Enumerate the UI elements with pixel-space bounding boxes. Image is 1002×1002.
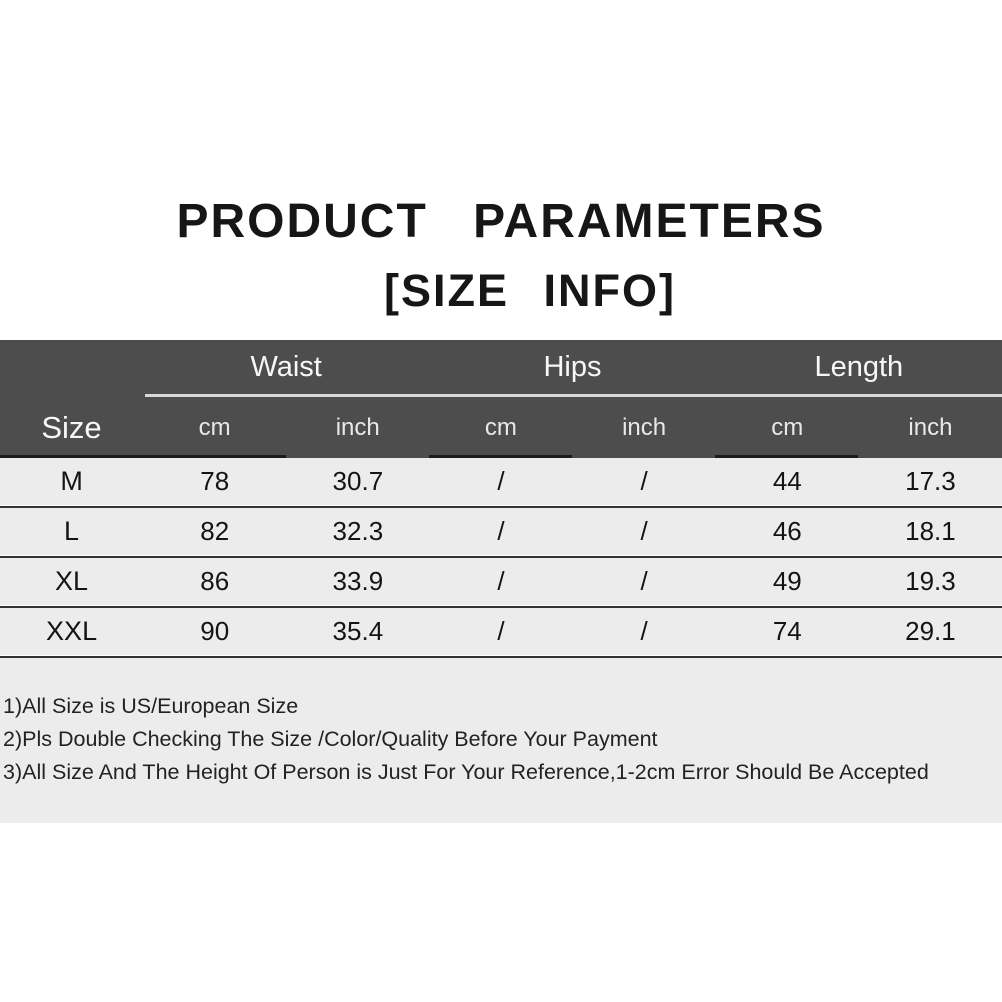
title-line-product-parameters: PRODUCT PARAMETERS <box>176 195 826 248</box>
cell-size: M <box>60 466 83 496</box>
subheader-length-cm: cm <box>771 413 804 441</box>
column-header-size: Size <box>41 409 102 445</box>
table-row-xl: XL 86 33.9 / / 49 19.3 <box>0 558 1002 605</box>
table-header: Waist Hips Length Size cm inch cm inch c… <box>0 340 1002 458</box>
cell-waist-cm: 78 <box>200 466 230 496</box>
subheader-hips-cm: cm <box>484 413 517 441</box>
header-bottom-border-segment <box>429 455 572 458</box>
column-group-length: Length <box>814 351 904 383</box>
unit-subheader-row: cm inch cm inch cm inch <box>143 397 1002 458</box>
table-bottom-border <box>0 655 1002 658</box>
cell-size: XL <box>55 566 89 596</box>
cell-length-inch: 19.3 <box>905 566 956 596</box>
cell-length-cm: 49 <box>772 566 802 596</box>
subheader-hips-inch: inch <box>622 413 667 441</box>
cell-hips-inch: / <box>640 516 648 546</box>
column-group-hips: Hips <box>543 351 602 383</box>
title-line-size-info: [SIZE INFO] <box>384 265 676 317</box>
cell-size: XXL <box>46 616 98 646</box>
cell-waist-cm: 86 <box>200 566 230 596</box>
subheader-length-inch: inch <box>908 413 953 441</box>
row-separator <box>0 505 1002 508</box>
measure-group-row: Waist Hips Length <box>143 340 1002 395</box>
header-bottom-border-segment <box>0 455 286 458</box>
cell-hips-cm: / <box>497 566 505 596</box>
table-row-l: L 82 32.3 / / 46 18.1 <box>0 508 1002 555</box>
note-line-2: 2)Pls Double Checking The Size /Color/Qu… <box>3 727 658 751</box>
column-group-waist: Waist <box>250 351 322 383</box>
cell-waist-inch: 32.3 <box>332 516 384 546</box>
note-line-1: 1)All Size is US/European Size <box>3 694 299 718</box>
cell-length-cm: 46 <box>772 516 802 546</box>
group-underline <box>145 394 1002 397</box>
size-table: Waist Hips Length Size cm inch cm inch c… <box>0 340 1002 658</box>
cell-hips-cm: / <box>497 616 505 646</box>
row-separator <box>0 555 1002 558</box>
cell-waist-cm: 90 <box>200 616 230 646</box>
cell-hips-cm: / <box>497 516 505 546</box>
subheader-waist-inch: inch <box>335 413 380 441</box>
page-title: PRODUCT PARAMETERS [SIZE INFO] <box>0 195 1002 317</box>
cell-hips-inch: / <box>640 566 648 596</box>
cell-hips-inch: / <box>640 466 648 496</box>
subheader-waist-cm: cm <box>198 413 231 441</box>
cell-waist-cm: 82 <box>200 516 230 546</box>
table-row-m: M 78 30.7 / / 44 17.3 <box>0 458 1002 505</box>
cell-length-inch: 29.1 <box>905 616 956 646</box>
header-bottom-border-segment <box>715 455 858 458</box>
cell-hips-cm: / <box>497 466 505 496</box>
cell-length-cm: 44 <box>772 466 802 496</box>
cell-length-inch: 18.1 <box>905 516 956 546</box>
cell-size: L <box>64 516 80 546</box>
table-row-xxl: XXL 90 35.4 / / 74 29.1 <box>0 608 1002 655</box>
cell-length-cm: 74 <box>772 616 802 646</box>
cell-waist-inch: 35.4 <box>332 616 384 646</box>
cell-waist-inch: 30.7 <box>332 466 384 496</box>
note-line-3: 3)All Size And The Height Of Person is J… <box>3 760 929 784</box>
row-separator <box>0 605 1002 608</box>
cell-hips-inch: / <box>640 616 648 646</box>
size-notes: 1)All Size is US/European Size 2)Pls Dou… <box>0 658 1002 823</box>
cell-waist-inch: 33.9 <box>332 566 384 596</box>
cell-length-inch: 17.3 <box>905 466 956 496</box>
